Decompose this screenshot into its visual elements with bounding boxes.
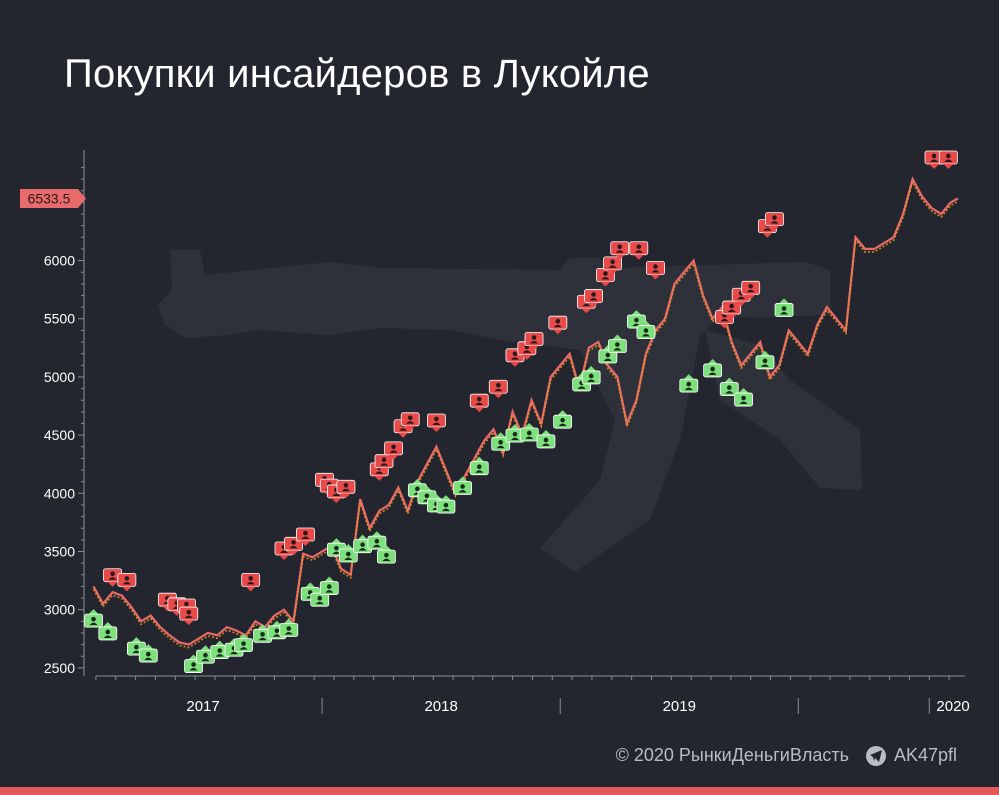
insider-buy-marker: [253, 624, 272, 643]
y-tick-label: 6000: [44, 253, 75, 269]
insider-sell-marker: [179, 606, 199, 626]
y-tick-label: 5500: [44, 311, 75, 327]
svg-text:6533.5: 6533.5: [28, 191, 71, 207]
insider-sell-marker: [103, 568, 122, 587]
insider-buy-marker: [310, 588, 330, 607]
bottom-accent-bar: [0, 787, 999, 795]
insider-buy-marker: [234, 633, 253, 652]
insider-buy-marker: [319, 576, 339, 595]
insider-buy-marker: [210, 640, 230, 659]
insider-buy-marker: [84, 609, 103, 628]
footer-handle-text: AK47pfl: [894, 745, 958, 765]
insider-buy-marker: [453, 476, 472, 495]
x-tick-label: 2017: [186, 698, 219, 715]
insider-sell-marker: [924, 150, 944, 169]
insider-sell-marker: [400, 412, 420, 431]
insider-buy-marker: [636, 320, 656, 339]
insider-sell-marker: [374, 454, 394, 473]
insider-buy-marker: [491, 432, 511, 451]
y-tick-label: 3500: [44, 543, 75, 559]
footer-handle[interactable]: AK47pfl: [866, 745, 957, 766]
insider-sell-marker: [610, 241, 630, 260]
insider-buy-marker: [553, 410, 572, 429]
insider-buy-marker: [196, 645, 215, 664]
telegram-icon: [866, 745, 886, 766]
insider-sell-marker: [524, 332, 544, 351]
insider-buy-marker: [98, 621, 118, 641]
insider-sell-marker: [488, 379, 508, 399]
insider-buy-marker: [338, 543, 358, 563]
insider-sell-marker: [584, 289, 603, 308]
y-tick-label: 2500: [44, 660, 75, 676]
insider-sell-marker: [596, 268, 615, 287]
insider-buy-marker: [376, 545, 396, 564]
footer-copyright: © 2020 РынкиДеньгиВласть: [615, 745, 849, 765]
insider-buy-marker: [627, 310, 646, 329]
y-tick-label: 3000: [44, 602, 75, 618]
insider-sell-marker: [384, 441, 403, 460]
insider-buy-marker: [353, 534, 372, 554]
x-tick-label: 2020: [936, 698, 969, 715]
insider-sell-marker: [426, 413, 446, 432]
insider-sell-marker: [336, 479, 356, 499]
insider-buy-marker: [436, 495, 456, 514]
x-tick-label: 2018: [424, 698, 457, 715]
insider-buy-marker: [279, 618, 299, 637]
insider-sell-marker: [741, 280, 761, 300]
current-price-label: 6533.5: [20, 189, 86, 208]
insider-sell-marker: [938, 150, 958, 169]
insider-buy-marker: [138, 644, 158, 663]
insider-buy-marker: [719, 377, 739, 396]
y-tick-label: 5000: [44, 369, 75, 385]
insider-buy-marker: [367, 531, 387, 550]
insider-buy-marker: [774, 298, 794, 317]
insider-buy-marker: [581, 365, 601, 385]
insider-buy-marker: [679, 374, 699, 393]
insider-buy-marker: [469, 456, 489, 476]
insider-buy-marker: [598, 344, 618, 364]
insider-sell-marker: [629, 241, 649, 260]
overlay-line: [92, 179, 959, 649]
insider-sell-marker: [296, 527, 315, 547]
y-tick-label: 4000: [44, 485, 75, 501]
insider-sell-marker: [117, 572, 137, 592]
insider-sell-marker: [548, 315, 568, 335]
y-tick-label: 4500: [44, 427, 75, 443]
insider-buy-marker: [755, 350, 775, 370]
insider-sell-marker: [241, 572, 261, 592]
insider-buy-marker: [703, 358, 723, 378]
insider-sell-marker: [646, 261, 665, 280]
insider-sell-marker: [469, 393, 489, 413]
insider-buy-marker: [607, 334, 627, 353]
insider-sell-marker: [722, 300, 742, 320]
rifle-silhouette-icon: [158, 250, 862, 572]
insider-buy-marker: [519, 422, 539, 442]
insider-buy-marker: [505, 424, 525, 443]
page-title: Покупки инсайдеров в Лукойле: [64, 52, 650, 96]
insider-sell-marker: [603, 256, 622, 275]
x-tick-label: 2019: [663, 698, 696, 715]
insider-buy-marker: [536, 429, 556, 449]
insider-sell-marker: [765, 212, 784, 231]
insider-buy-marker: [734, 388, 753, 407]
